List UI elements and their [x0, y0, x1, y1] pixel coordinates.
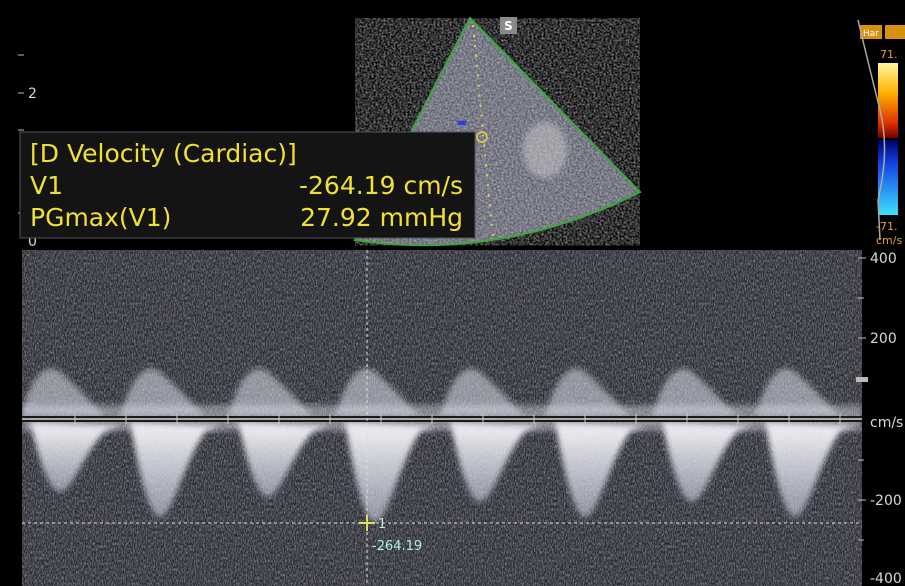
sector-marker: S [504, 19, 513, 33]
depth-label: 2 [28, 86, 37, 102]
velocity-label: -200 [870, 493, 902, 509]
color-bar-positive [878, 63, 898, 138]
measurement-label: V1 [30, 171, 63, 200]
measurement-title: [D Velocity (Cardiac)] [30, 139, 297, 168]
velocity-unit: cm/s [870, 415, 903, 431]
mode-label: Har [863, 29, 879, 39]
caliper-value: -264.19 [372, 539, 422, 554]
color-spot [458, 121, 466, 125]
color-max: 71. [880, 48, 898, 61]
color-min: -71. [876, 220, 897, 233]
color-unit: cm/s [876, 234, 902, 247]
velocity-label: 200 [870, 331, 897, 347]
ultrasound-screen: S 2 0 [D Velocity (Cardiac)] V1 -264.19 … [0, 0, 905, 586]
scale-slider [856, 377, 868, 382]
sector-echo [523, 122, 567, 178]
measurement-value: 27.92 mmHg [300, 203, 463, 232]
caliper-index: 1 [378, 517, 386, 532]
velocity-label: 400 [870, 251, 897, 267]
page: S 2 0 [D Velocity (Cardiac)] V1 -264.19 … [0, 0, 905, 586]
measurement-label: PGmax(V1) [30, 203, 171, 232]
measurement-value: -264.19 cm/s [299, 171, 463, 200]
color-bar-negative [878, 140, 898, 215]
velocity-label: -400 [870, 571, 902, 586]
mode-icon [885, 25, 905, 39]
